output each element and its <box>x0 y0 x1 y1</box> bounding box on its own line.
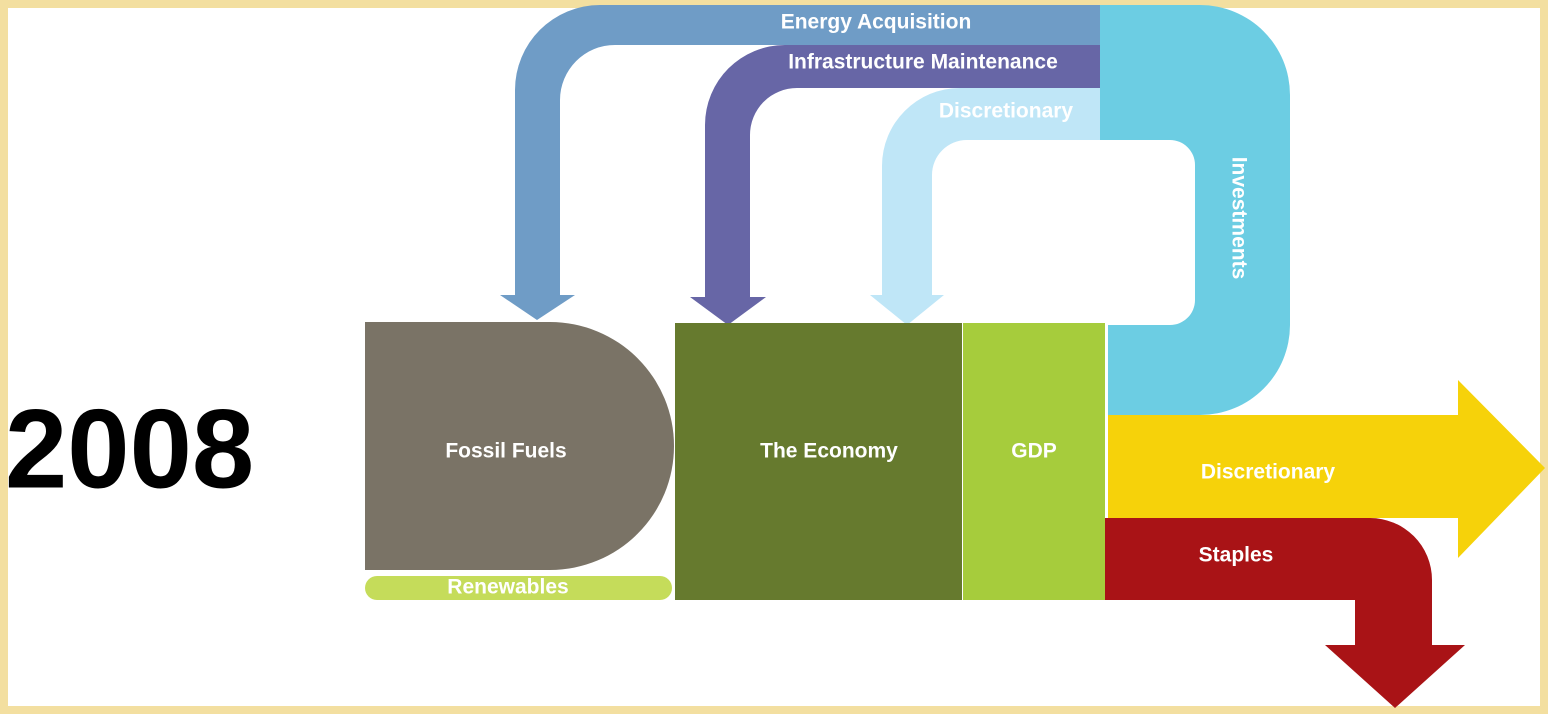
flow-label: Discretionary <box>939 100 1074 123</box>
flow-label: Staples <box>1199 544 1274 567</box>
fossil-fuels-node <box>365 322 674 570</box>
flow-label: Infrastructure Maintenance <box>788 51 1058 74</box>
node-label: Renewables <box>447 576 568 599</box>
discretionary-return-flow <box>870 88 1100 325</box>
economy-node <box>675 323 962 600</box>
flow-label: Investments <box>1227 157 1250 280</box>
flow-label: Energy Acquisition <box>781 11 972 34</box>
renewables-node <box>365 576 672 600</box>
node-label: The Economy <box>760 440 898 463</box>
staples-flow <box>1105 518 1465 708</box>
investments-flow <box>1100 5 1290 415</box>
node-label: GDP <box>1011 440 1057 463</box>
year: 2008 <box>5 387 254 512</box>
gdp-node <box>963 323 1105 600</box>
node-label: Fossil Fuels <box>445 440 566 463</box>
discretionary-out-flow <box>1108 380 1545 558</box>
infrastructure-flow <box>690 45 1100 325</box>
energy-acquisition-flow <box>500 5 1100 320</box>
flow-label: Discretionary <box>1201 461 1336 484</box>
